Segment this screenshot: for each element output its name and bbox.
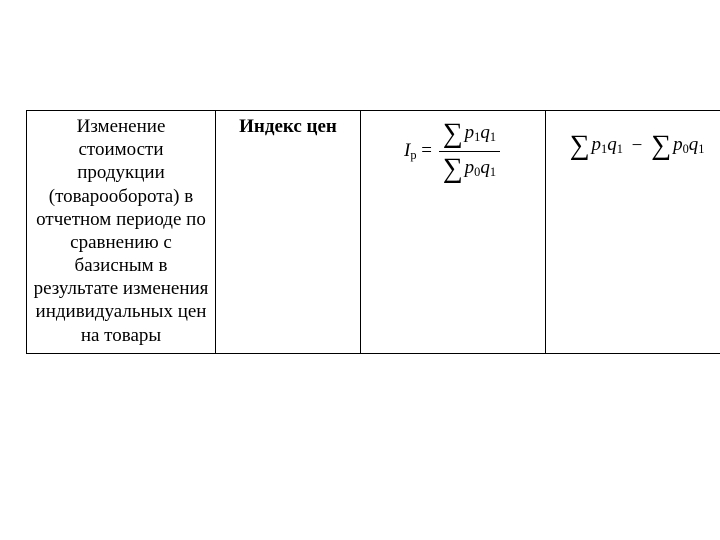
fraction: ∑p1q1 ∑p0q1 <box>439 117 500 186</box>
sum-icon: ∑ <box>570 129 590 163</box>
lhs-sub: p <box>410 148 416 162</box>
numerator: ∑p1q1 <box>439 117 500 152</box>
description-text: Изменение стоимости продукции (товарообо… <box>34 116 209 346</box>
denominator: ∑p0q1 <box>439 152 500 186</box>
page: Изменение стоимости продукции (товарообо… <box>0 0 720 540</box>
cell-description: Изменение стоимости продукции (товарообо… <box>27 111 216 354</box>
cell-index-name: Индекс цен <box>216 111 361 354</box>
cell-formula-absolute: ∑p1q1 − ∑p0q1 <box>546 111 720 354</box>
sum-icon: ∑ <box>443 117 463 151</box>
minus-op: − <box>632 134 643 157</box>
sum-icon: ∑ <box>443 152 463 186</box>
formula-relative: Ip = ∑p1q1 ∑p0q1 <box>367 115 539 186</box>
formula-absolute: ∑p1q1 − ∑p0q1 <box>552 115 720 163</box>
table-row: Изменение стоимости продукции (товарообо… <box>27 111 720 354</box>
sum-icon: ∑ <box>651 129 671 163</box>
cell-formula-relative: Ip = ∑p1q1 ∑p0q1 <box>361 111 546 354</box>
definition-table: Изменение стоимости продукции (товарообо… <box>26 110 720 354</box>
index-name-text: Индекс цен <box>239 116 337 137</box>
